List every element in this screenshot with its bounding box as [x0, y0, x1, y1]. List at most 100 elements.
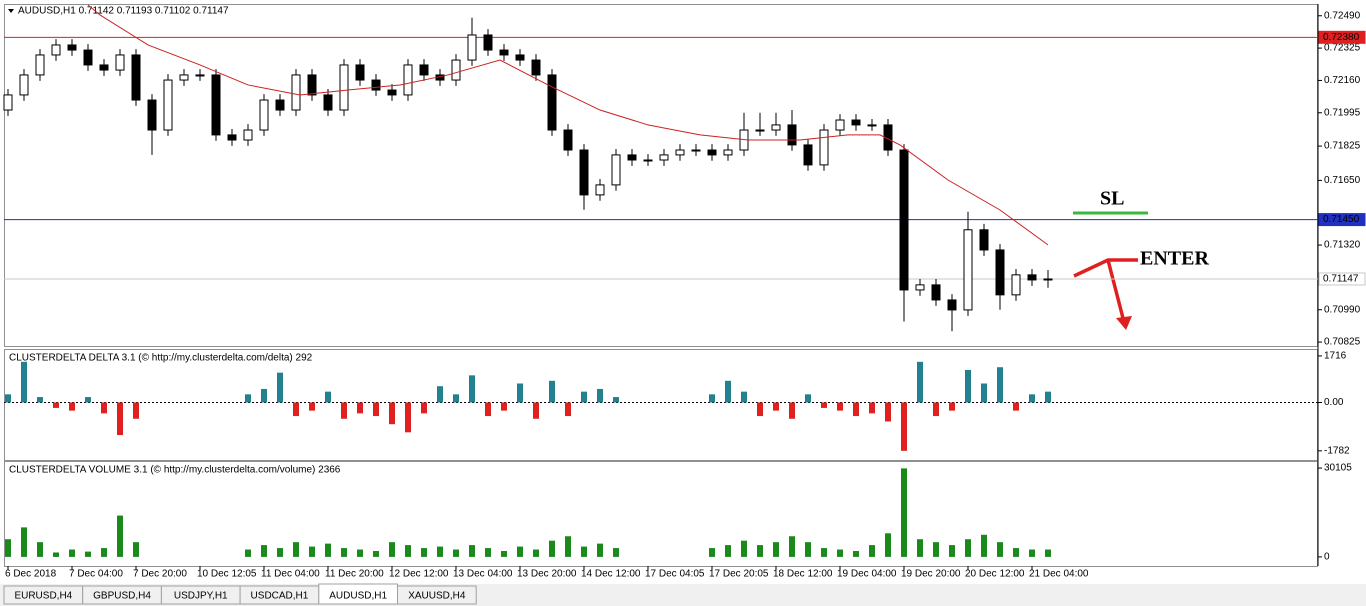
x-tick-label: 13 Dec 20:00: [517, 569, 577, 580]
candle-body: [515, 54, 525, 61]
candle-body: [195, 74, 205, 77]
candle-body: [995, 249, 1005, 296]
indicator-bar: [1029, 549, 1035, 557]
indicator-bar: [533, 402, 539, 419]
indicator-bar: [277, 372, 283, 403]
indicator-bar: [69, 402, 75, 411]
symbol-tab-label[interactable]: AUDUSD,H1: [329, 591, 387, 602]
x-tick-label: 11 Dec 20:00: [325, 569, 384, 580]
indicator-bar: [933, 542, 939, 557]
indicator-bar: [613, 397, 619, 403]
indicator-bar: [293, 542, 299, 557]
x-tick-label: 14 Dec 12:00: [581, 569, 641, 580]
candle-body: [643, 159, 653, 162]
indicator-bar: [709, 394, 715, 403]
y-tick-label: 0.70825: [1324, 337, 1361, 348]
indicator-bar: [485, 402, 491, 417]
indicator-bar: [53, 402, 59, 408]
candle-body: [179, 74, 189, 81]
symbol-tab-label[interactable]: GBPUSD,H4: [93, 591, 151, 602]
x-tick-label: 10 Dec 12:05: [197, 569, 257, 580]
indicator-bar: [773, 542, 779, 557]
indicator-bar: [421, 548, 427, 557]
indicator-bar: [869, 402, 875, 414]
symbol-tab-label[interactable]: EURUSD,H4: [14, 591, 72, 602]
indicator-bar: [5, 394, 11, 403]
indicator-bar: [965, 369, 971, 403]
x-tick-label: 18 Dec 12:00: [773, 569, 833, 580]
indicator-bar: [1029, 394, 1035, 403]
indicator-bar: [533, 549, 539, 557]
candle-body: [675, 149, 685, 156]
y-tick-label: 30105: [1324, 463, 1352, 474]
indicator-bar: [981, 383, 987, 403]
y-tick-label: 0.71995: [1324, 107, 1361, 118]
indicator-bar: [437, 546, 443, 557]
candle-body: [387, 89, 397, 96]
indicator-bar: [725, 545, 731, 557]
indicator-bar: [37, 397, 43, 403]
indicator-bar: [117, 515, 123, 557]
candle-body: [691, 149, 701, 152]
candle-body: [339, 64, 349, 111]
candle-body: [67, 44, 77, 51]
candle-body: [483, 34, 493, 51]
x-tick-label: 21 Dec 04:00: [1029, 569, 1089, 580]
candle-body: [707, 149, 717, 156]
indicator-bar: [709, 548, 715, 557]
indicator-bar: [901, 468, 907, 557]
indicator-bar: [133, 542, 139, 557]
candle-body: [947, 299, 957, 311]
level-label: 0.72380: [1323, 32, 1360, 43]
candle-body: [147, 99, 157, 131]
candle-body: [35, 54, 45, 76]
candle-body: [243, 129, 253, 141]
indicator-bar: [1013, 548, 1019, 557]
indicator-bar: [565, 536, 571, 557]
chart-title: AUDUSD,H1 0.71142 0.71193 0.71102 0.7114…: [18, 6, 229, 17]
indicator-bar: [309, 546, 315, 557]
y-tick-label: 0.00: [1324, 397, 1344, 408]
y-tick-label: 0.72325: [1324, 43, 1361, 54]
indicator-bar: [325, 391, 331, 403]
symbol-tab-label[interactable]: USDCAD,H1: [251, 591, 309, 602]
y-tick-label: 0.72490: [1324, 10, 1361, 21]
indicator-bar: [437, 386, 443, 403]
candle-body: [275, 99, 285, 111]
level-label: 0.71450: [1323, 214, 1360, 225]
candle-body: [627, 154, 637, 161]
indicator-bar: [517, 383, 523, 403]
indicator-bar: [5, 539, 11, 557]
y-tick-label: 1716: [1324, 351, 1347, 362]
candle-body: [803, 144, 813, 166]
candle-body: [131, 54, 141, 101]
candle-body: [1043, 278, 1053, 281]
indicator-bar: [1013, 402, 1019, 411]
indicator-bar: [949, 402, 955, 411]
indicator-bar: [613, 548, 619, 557]
indicator-bar: [725, 380, 731, 403]
indicator-bar: [373, 402, 379, 417]
enter-arrow: [1073, 258, 1138, 323]
candle-body: [611, 154, 621, 186]
indicator-title: CLUSTERDELTA VOLUME 3.1 (© http://my.clu…: [9, 465, 341, 476]
indicator-bar: [421, 402, 427, 414]
title-icon: [8, 9, 14, 13]
candle-body: [915, 284, 925, 291]
symbol-tab[interactable]: [397, 585, 477, 605]
candle-body: [547, 74, 557, 131]
level-label-box: [1318, 213, 1366, 227]
indicator-bar: [997, 367, 1003, 403]
symbol-tab-label[interactable]: USDJPY,H1: [174, 591, 228, 602]
indicator-bar: [85, 551, 91, 557]
symbol-tab-label[interactable]: XAUUSD,H4: [408, 591, 466, 602]
indicator-bar: [261, 388, 267, 403]
level-label: 0.71147: [1323, 274, 1359, 285]
indicator-bar: [101, 548, 107, 557]
indicator-bar: [757, 402, 763, 417]
indicator-bar: [773, 402, 779, 411]
candle-body: [563, 129, 573, 151]
indicator-bar: [53, 552, 59, 557]
